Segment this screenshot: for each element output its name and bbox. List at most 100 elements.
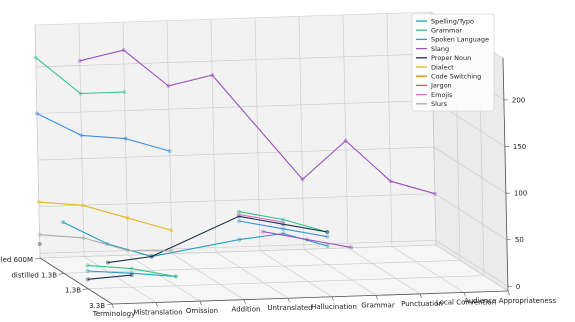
series-line: [36, 113, 170, 152]
grid-z-0: [39, 239, 509, 287]
floor-grid-x-5: [259, 250, 333, 298]
data-point: [129, 271, 134, 276]
x-tick-label: Hallucination: [311, 303, 357, 311]
series-line: [238, 211, 328, 233]
z-tick-label: 200: [512, 96, 525, 104]
data-point: [125, 215, 130, 220]
data-point: [105, 260, 110, 265]
data-point: [325, 234, 330, 239]
grid-x-8: [386, 13, 393, 247]
z-axis-line: [502, 57, 509, 292]
series-3: [77, 48, 437, 250]
data-point: [37, 232, 42, 237]
x-tick-label: Punctuation: [401, 300, 443, 308]
x-tick-mark: [331, 296, 334, 301]
data-point: [173, 274, 178, 279]
data-point: [325, 243, 330, 249]
data-point: [123, 136, 128, 141]
floor-grid-y-1: [63, 260, 461, 274]
data-point: [343, 138, 348, 143]
data-point: [81, 235, 86, 240]
data-point: [149, 254, 154, 259]
x-tick-mark: [463, 292, 466, 297]
series-line: [79, 49, 436, 195]
data-point: [60, 220, 65, 225]
data-point: [281, 226, 286, 231]
x-tick-label: Audience Appropriateness: [464, 297, 556, 305]
data-point: [85, 268, 90, 274]
legend-label: Grammar: [431, 27, 462, 35]
data-point: [77, 58, 82, 63]
data-point: [169, 228, 174, 233]
data-point: [129, 273, 134, 278]
series-line: [62, 221, 328, 258]
series-2: [34, 111, 330, 239]
data-point: [129, 266, 134, 271]
data-point: [305, 237, 310, 242]
x-tick-mark: [155, 302, 158, 307]
series-line: [238, 213, 284, 223]
legend-box: [411, 13, 495, 112]
x-tick-label: Local Convention: [436, 298, 496, 306]
y-tick-mark: [82, 288, 89, 290]
y-tick-label: distilled 1.3B: [11, 271, 57, 279]
y-tick-label: 3.3B: [89, 302, 105, 310]
y-tick-mark: [106, 303, 113, 306]
floor-grid-x-3: [171, 253, 245, 300]
floor-grid-x-4: [215, 251, 289, 299]
data-point: [281, 222, 286, 227]
y-tick-mark: [34, 257, 41, 260]
data-point: [236, 218, 242, 224]
series-line: [87, 274, 132, 280]
y-tick-label: distilled 600M: [0, 256, 33, 264]
legend-label: Slurs: [431, 100, 448, 108]
data-point: [236, 209, 241, 214]
data-point: [33, 55, 38, 60]
x-tick-label: Untranslated: [267, 304, 312, 312]
x-tick-label: Grammar: [361, 301, 395, 309]
data-point: [125, 248, 130, 253]
data-point: [388, 179, 393, 184]
floor-grid-x-2: [127, 254, 201, 302]
floor-grid-x-9: [435, 244, 509, 292]
series-layer: [33, 48, 437, 282]
data-point: [210, 73, 215, 78]
z-tick-label: 50: [515, 236, 524, 244]
z-tick-label: 150: [513, 143, 526, 151]
series-1: [33, 55, 330, 279]
legend-label: Jargon: [430, 82, 452, 90]
legend-label: Dialect: [431, 63, 454, 71]
floor-grid-x-1: [83, 256, 157, 303]
grid-z-2: [37, 146, 507, 194]
series-line: [107, 215, 328, 264]
floor-grid-x-8: [391, 246, 465, 293]
series-line: [35, 57, 125, 95]
legend-label: Spelling/Typo: [431, 17, 474, 25]
series-9: [37, 232, 174, 253]
grid-x-1: [78, 23, 85, 257]
floor-grid-y-2: [87, 275, 485, 289]
back-pane: [34, 11, 437, 259]
data-point: [280, 217, 286, 222]
x-tick-mark: [287, 298, 290, 303]
legend-label: Proper Noun: [431, 54, 471, 62]
series-line: [38, 201, 172, 231]
data-point: [300, 177, 305, 182]
x-tick-label: Terminology: [92, 310, 135, 318]
data-point: [166, 83, 171, 88]
data-point: [85, 263, 90, 268]
x-tick-label: Mistranslation: [133, 309, 182, 317]
grid-x-6: [298, 16, 305, 250]
data-point: [80, 203, 85, 208]
x-tick-mark: [375, 295, 378, 300]
grid-x-0: [34, 24, 41, 259]
x-axis-line: [111, 290, 509, 305]
grid-x-3: [166, 20, 173, 254]
legend-label: Emojis: [431, 91, 453, 99]
data-point: [79, 133, 84, 138]
y-tick-label: 1.3B: [65, 287, 81, 295]
legend-label: Slang: [431, 45, 449, 53]
